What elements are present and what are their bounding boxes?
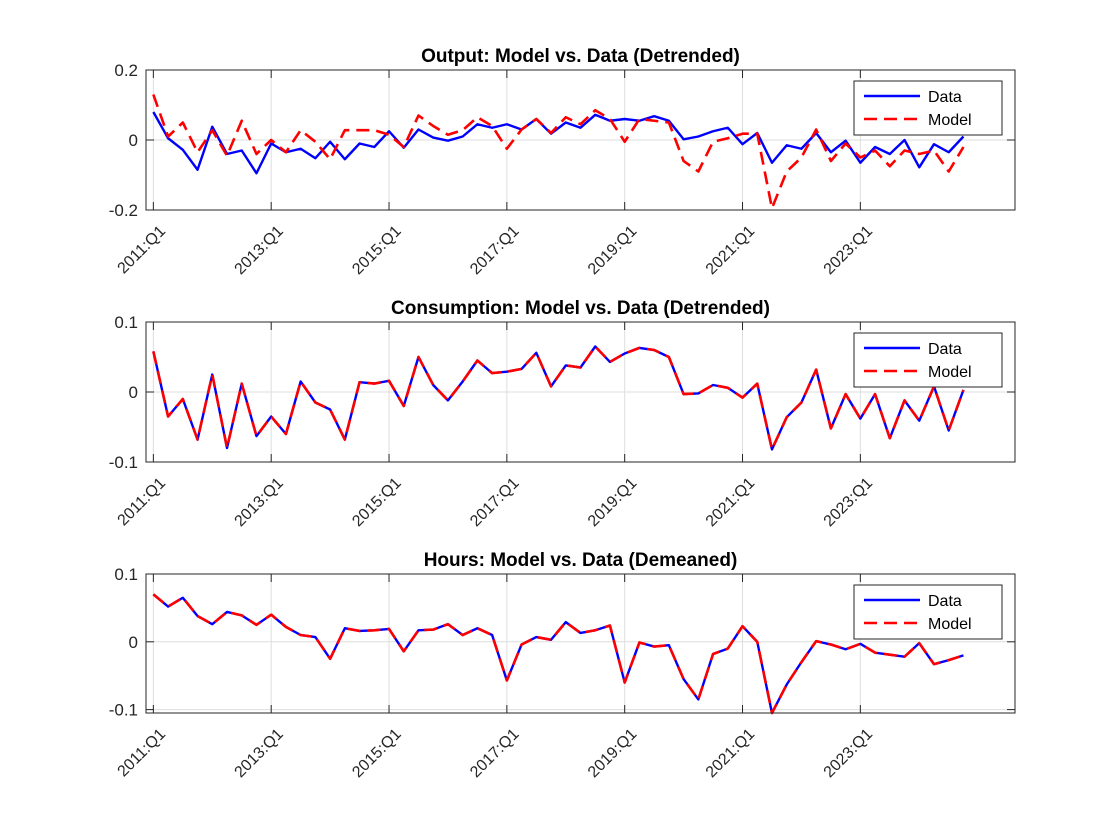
series-line-data [152,111,965,175]
x-tick-label-2: 2015:Q1 [349,223,404,278]
x-tick-label-4: 2019:Q1 [585,223,640,278]
legend-label-model: Model [928,112,972,129]
x-tick-label-6: 2023:Q1 [821,223,876,278]
x-tick-label-6: 2023:Q1 [821,475,876,530]
chart-title: Consumption: Model vs. Data (Detrended) [391,298,770,319]
legend-box [853,332,1003,388]
chart-title: Hours: Model vs. Data (Demeaned) [424,550,738,571]
chart-panel-2: -0.1 0 0.1 2011:Q1 2013:Q1 2015:Q1 2017:Q1 2019… [109,298,1016,530]
x-tick-label-5: 2021:Q1 [703,475,758,530]
chart-panel-3: -0.1 0 0.1 2011:Q1 2013:Q1 2015:Q1 2017:Q1 2019… [109,550,1016,781]
legend-box [853,80,1003,136]
legend-label-data: Data [928,593,962,610]
x-tick-label-4: 2019:Q1 [585,475,640,530]
legend-label-model: Model [928,364,972,381]
x-tick-label-1: 2013:Q1 [232,726,287,781]
x-tick-label-3: 2017:Q1 [467,475,522,530]
x-tick-label-5: 2021:Q1 [703,726,758,781]
y-tick-label-0: -0.2 [109,201,138,220]
x-tick-label-0: 2011:Q1 [115,726,170,781]
legend-label-data: Data [928,89,962,106]
x-tick-label-5: 2021:Q1 [703,223,758,278]
legend: Data Model [853,584,1003,640]
x-tick-label-4: 2019:Q1 [585,726,640,781]
y-tick-label-1: 0 [129,131,138,150]
legend: Data Model [853,80,1003,136]
y-tick-label-1: 0 [129,383,138,402]
x-tick-label-0: 2011:Q1 [115,223,170,278]
y-tick-label-2: 0.1 [114,313,138,332]
chart-panel-1: -0.2 0 0.2 2011:Q1 2013:Q1 2015:Q1 2017:Q1 2019… [109,46,1016,278]
x-tick-label-2: 2015:Q1 [349,726,404,781]
y-tick-label-0: -0.1 [109,701,138,720]
x-tick-label-1: 2013:Q1 [232,475,287,530]
x-tick-label-1: 2013:Q1 [232,223,287,278]
x-tick-label-3: 2017:Q1 [467,726,522,781]
y-tick-label-2: 0.1 [114,565,138,584]
legend-label-data: Data [928,341,962,358]
series-line-model [152,345,965,451]
legend-label-model: Model [928,616,972,633]
x-tick-label-3: 2017:Q1 [467,223,522,278]
series-line-model [152,593,964,715]
x-tick-label-0: 2011:Q1 [115,475,170,530]
y-tick-label-1: 0 [129,633,138,652]
series-line-model [152,94,965,210]
axes-box [145,573,1016,714]
legend: Data Model [853,332,1003,388]
y-tick-label-2: 0.2 [114,61,138,80]
chart-title: Output: Model vs. Data (Detrended) [421,46,740,67]
y-tick-label-0: -0.1 [109,453,138,472]
x-tick-label-6: 2023:Q1 [821,726,876,781]
legend-box [853,584,1003,640]
x-tick-label-2: 2015:Q1 [349,475,404,530]
